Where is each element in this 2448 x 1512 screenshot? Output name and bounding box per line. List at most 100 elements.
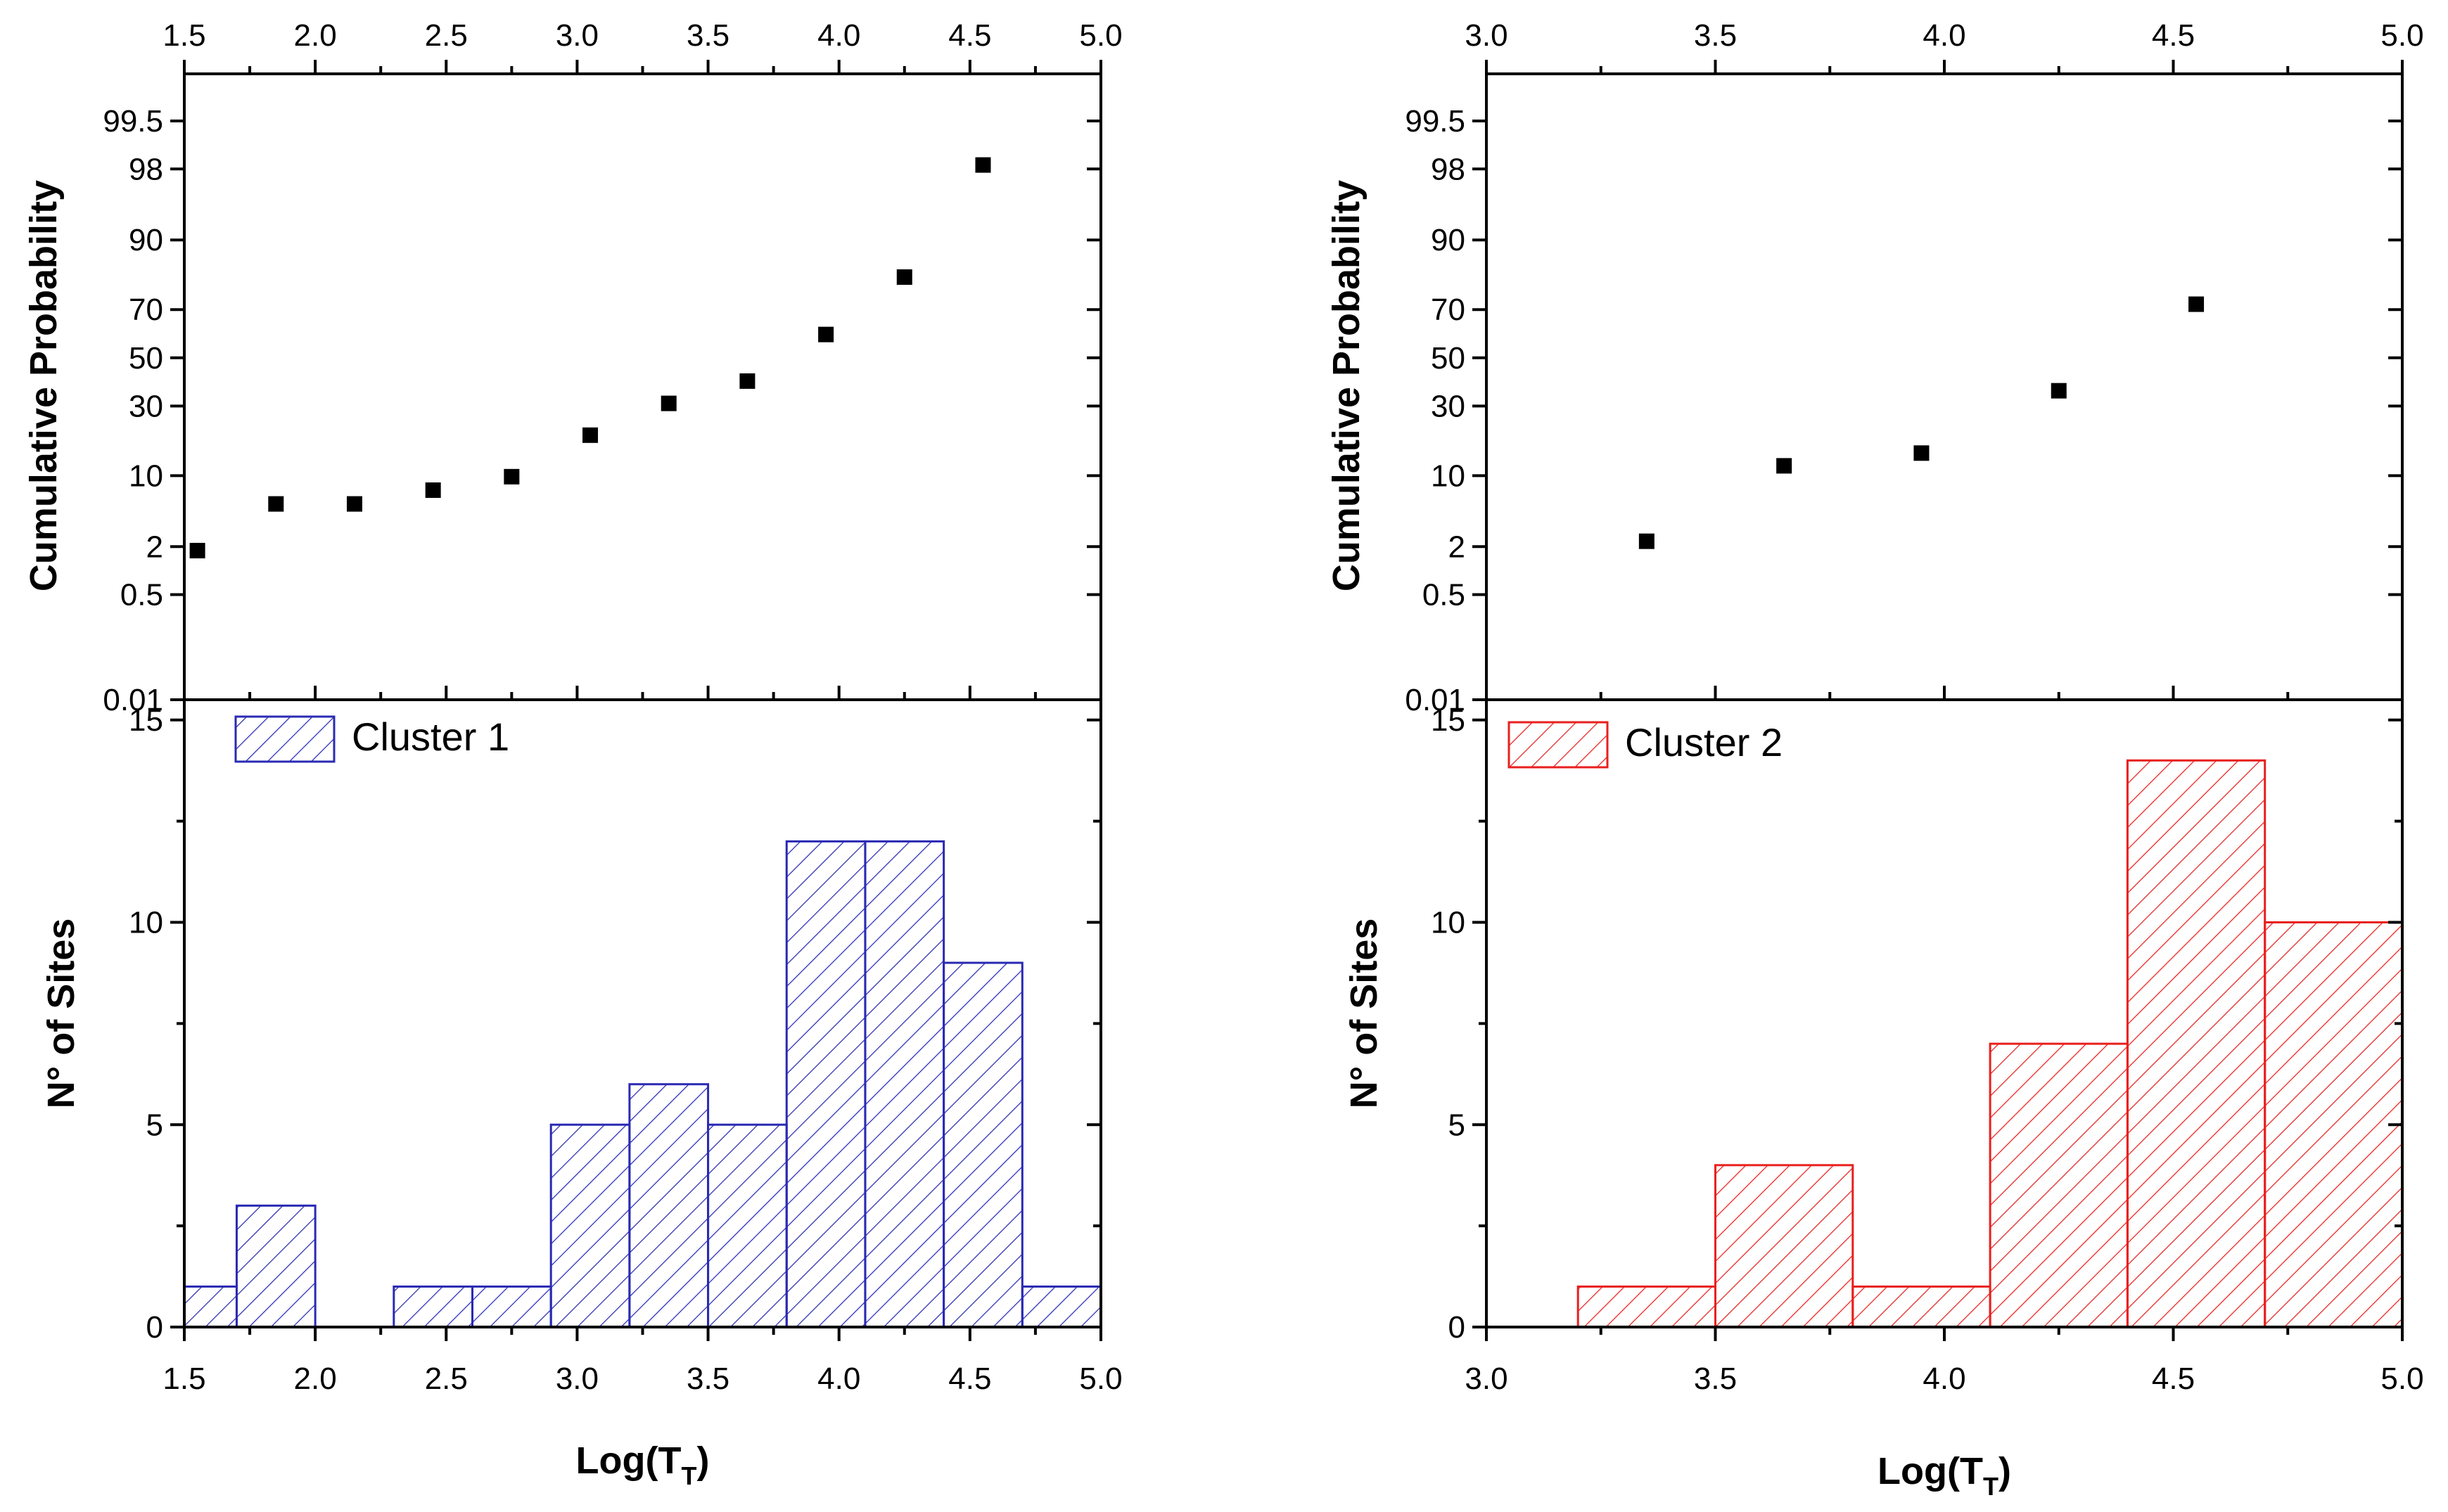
right-probability-point-1 [1776,458,1792,474]
left-legend-swatch [234,715,336,763]
left-prob-y-tick-label: 2 [146,530,163,564]
right-prob-y-tick-label: 90 [1431,223,1465,257]
left-probability-point-3 [425,482,441,498]
left-top-x-tick-label: 5.0 [1079,18,1122,53]
left-top-x-tick-label: 4.0 [817,18,860,53]
right-bottom-x-tick-label: 3.0 [1465,1362,1507,1396]
right-histogram-y-axis-title: N° of Sites [1343,918,1385,1109]
left-histogram-y-axis-title: N° of Sites [40,918,82,1109]
left-histogram-bar-6 [707,1123,788,1328]
right-probability-y-axis-title: Cumulative Probability [1325,180,1368,591]
left-bottom-x-tick-label: 1.5 [162,1362,205,1396]
left-prob-y-tick-label: 70 [129,293,163,327]
left-probability-point-4 [504,468,520,485]
right-bottom-x-tick-label: 3.5 [1694,1362,1737,1396]
left-bottom-x-tick-label: 3.0 [556,1362,599,1396]
left-histogram-bar-1 [235,1204,317,1328]
left-probability-point-6 [661,395,677,411]
right-prob-y-tick-label: 10 [1431,459,1465,493]
left-bottom-x-tick-label: 2.0 [294,1362,337,1396]
right-top-x-tick-label: 3.5 [1694,18,1737,53]
right-bottom-x-tick-label: 4.5 [2152,1362,2195,1396]
right-prob-y-tick-label: 70 [1431,293,1465,327]
left-probability-point-7 [739,373,756,389]
left-histogram-bar-5 [628,1083,710,1328]
right-top-x-tick-label: 4.5 [2152,18,2195,53]
right-histogram-bar-1 [1714,1164,1854,1328]
left-probability-point-10 [975,157,991,173]
left-prob-y-tick-label: 50 [129,341,163,376]
left-prob-y-tick-label: 30 [129,389,163,423]
right-hist-y-tick-label: 10 [1431,906,1465,940]
left-hist-y-tick-label: 0 [146,1310,163,1345]
left-chart-panel: 1.5 1.5 2.0 2.0 2.5 2.5 3.0 3.0 3.5 3.5 4.0 4.0 4.5 4… [23,18,1123,1490]
left-top-x-tick-label: 2.0 [294,18,337,53]
right-hist-y-tick-label: 15 [1431,703,1465,738]
right-probability-point-0 [1638,533,1655,549]
right-prob-y-tick-label: 50 [1431,341,1465,376]
right-histogram-bar-5 [2264,921,2404,1328]
left-probability-point-5 [582,427,599,443]
left-prob-y-tick-label: 90 [129,223,163,257]
right-bottom-x-tick-label: 5.0 [2380,1362,2423,1396]
left-x-axis-title: Log(TT) [576,1440,710,1490]
left-probability-y-axis-title: Cumulative Probability [23,180,65,591]
right-prob-y-tick-label: 0.5 [1422,578,1465,613]
right-prob-y-tick-label: 2 [1448,530,1465,564]
left-histogram-bar-9 [943,961,1024,1328]
right-legend-swatch [1507,721,1609,769]
right-prob-y-tick-label: 99.5 [1405,104,1465,139]
left-bottom-x-tick-label: 5.0 [1079,1362,1122,1396]
left-histogram-bar-7 [785,840,867,1328]
left-top-x-tick-label: 1.5 [162,18,205,53]
left-prob-y-tick-label: 99.5 [103,104,163,139]
right-top-x-tick-label: 3.0 [1465,18,1507,53]
right-prob-y-tick-label: 98 [1431,152,1465,186]
left-bottom-x-tick-label: 4.0 [817,1362,860,1396]
left-histogram-bar-3 [471,1285,552,1328]
right-histogram-bar-2 [1851,1285,1991,1328]
right-probability-point-4 [2188,296,2205,312]
right-hist-y-tick-label: 5 [1448,1108,1465,1142]
left-bottom-x-tick-label: 2.5 [425,1362,468,1396]
left-prob-y-tick-label: 98 [129,152,163,186]
right-histogram-bar-3 [1989,1042,2129,1328]
left-hist-y-tick-label: 10 [129,906,163,940]
right-hist-y-tick-label: 0 [1448,1310,1465,1345]
right-chart-panel: 3.0 3.0 3.5 3.5 4.0 4.0 4.5 4.5 5.0 5.0 0.01 0.5 2 10… [1325,18,2424,1501]
left-prob-y-tick-label: 10 [129,459,163,493]
left-histogram-bar-10 [1021,1285,1102,1328]
left-probability-point-0 [189,542,205,558]
left-probability-point-8 [818,326,834,342]
left-probability-point-1 [268,496,284,512]
left-hist-y-tick-label: 15 [129,703,163,738]
right-histogram-bar-0 [1576,1285,1716,1328]
right-top-x-tick-label: 4.0 [1923,18,1965,53]
left-prob-y-tick-label: 0.01 [103,683,163,717]
left-bottom-x-tick-label: 3.5 [687,1362,729,1396]
right-prob-y-tick-label: 30 [1431,389,1465,423]
right-x-axis-title: Log(TT) [1878,1450,2011,1501]
left-top-x-tick-label: 4.5 [948,18,991,53]
left-histogram-bar-0 [183,1285,238,1328]
left-top-x-tick-label: 3.0 [556,18,599,53]
left-top-x-tick-label: 2.5 [425,18,468,53]
left-probability-point-2 [346,496,362,512]
left-top-x-tick-label: 3.5 [687,18,729,53]
right-probability-point-2 [1913,445,1930,461]
left-histogram-bar-8 [864,840,945,1328]
right-top-x-tick-label: 5.0 [2380,18,2423,53]
left-histogram-bar-4 [549,1123,631,1328]
right-legend-label: Cluster 2 [1625,720,1783,764]
left-probability-point-9 [896,269,912,285]
left-bottom-x-tick-label: 4.5 [948,1362,991,1396]
left-histogram-bar-2 [393,1285,474,1328]
left-hist-y-tick-label: 5 [146,1108,163,1142]
right-bottom-x-tick-label: 4.0 [1923,1362,1965,1396]
right-prob-y-tick-label: 0.01 [1405,683,1465,717]
right-histogram-bar-4 [2126,759,2267,1328]
left-prob-y-tick-label: 0.5 [120,578,163,613]
left-legend-label: Cluster 1 [352,715,509,759]
right-probability-point-3 [2051,383,2067,399]
